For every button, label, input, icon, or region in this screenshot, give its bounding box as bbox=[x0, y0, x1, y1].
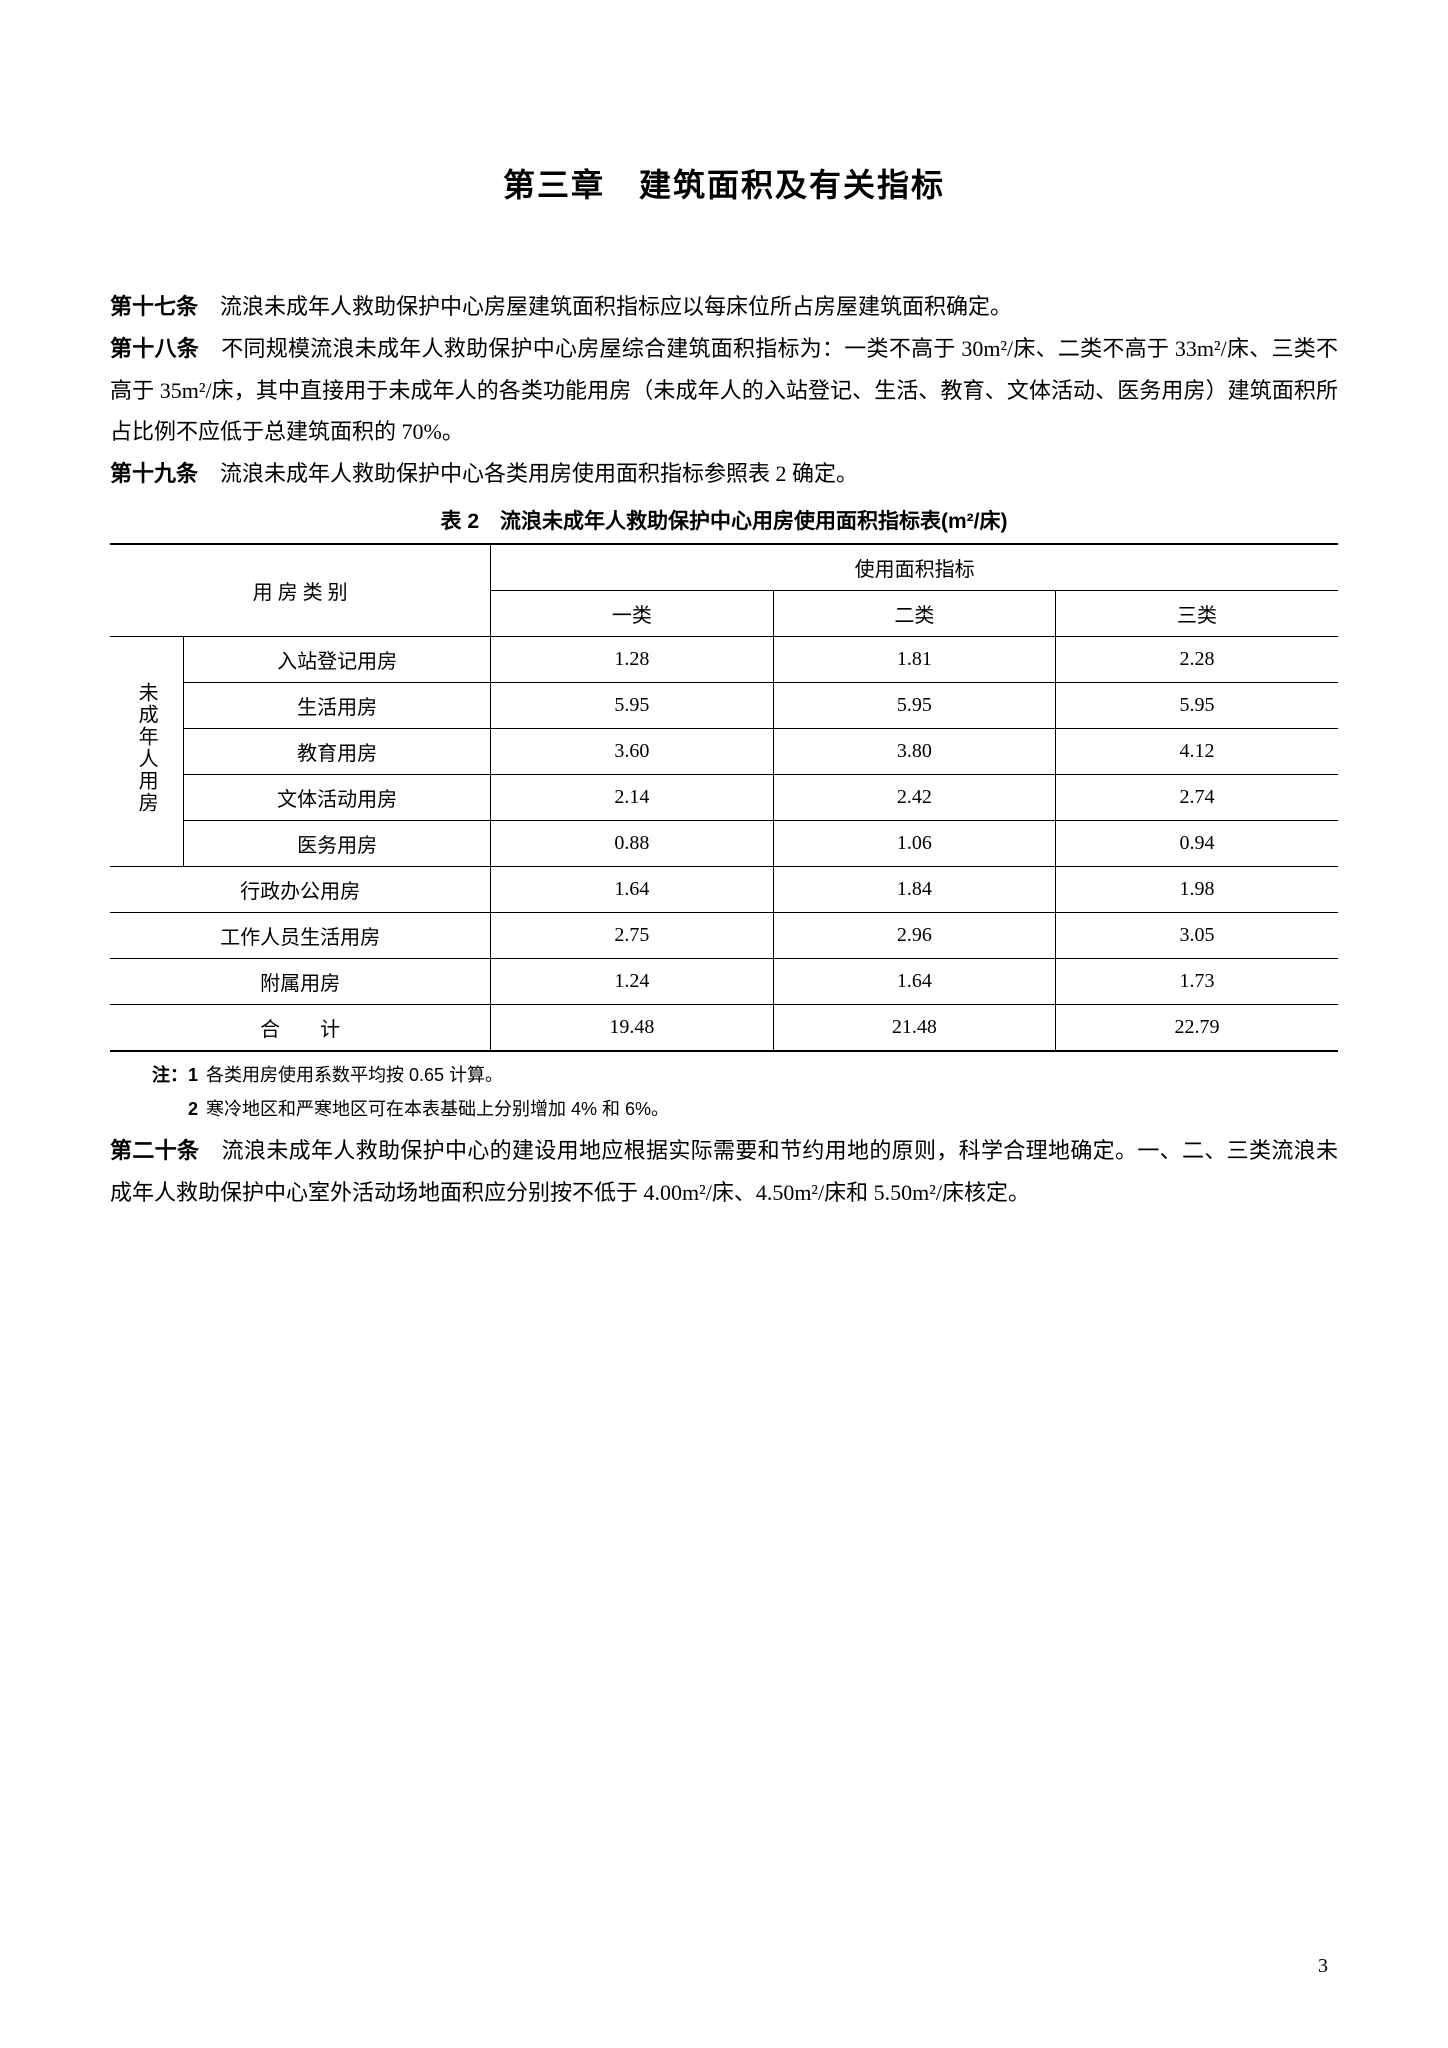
table-row: 附属用房 1.24 1.64 1.73 bbox=[110, 958, 1338, 1004]
area-table: 用 房 类 别 使用面积指标 一类 二类 三类 未成年人用房 入站登记用房 1.… bbox=[110, 543, 1338, 1052]
group-minors: 未成年人用房 bbox=[110, 636, 184, 866]
note-2-head: 2 bbox=[150, 1092, 198, 1126]
table-row: 未成年人用房 入站登记用房 1.28 1.81 2.28 bbox=[110, 636, 1338, 682]
table-row: 用 房 类 别 使用面积指标 bbox=[110, 545, 1338, 591]
cell-val: 2.14 bbox=[491, 774, 773, 820]
cell-val: 3.60 bbox=[491, 728, 773, 774]
article-20: 第二十条 流浪未成年人救助保护中心的建设用地应根据实际需要和节约用地的原则，科学… bbox=[110, 1130, 1338, 1214]
cell-val: 5.95 bbox=[773, 682, 1055, 728]
cell-val: 2.42 bbox=[773, 774, 1055, 820]
article-20-text: 流浪未成年人救助保护中心的建设用地应根据实际需要和节约用地的原则，科学合理地确定… bbox=[110, 1138, 1338, 1205]
cell-val: 2.28 bbox=[1056, 636, 1338, 682]
cell-val: 4.12 bbox=[1056, 728, 1338, 774]
cell-val: 1.98 bbox=[1056, 866, 1338, 912]
cell-val: 21.48 bbox=[773, 1004, 1055, 1050]
cell-name: 附属用房 bbox=[110, 958, 491, 1004]
cell-val: 0.88 bbox=[491, 820, 773, 866]
table-row: 行政办公用房 1.64 1.84 1.98 bbox=[110, 866, 1338, 912]
cell-name: 工作人员生活用房 bbox=[110, 912, 491, 958]
table-row: 教育用房 3.60 3.80 4.12 bbox=[110, 728, 1338, 774]
header-col-3: 三类 bbox=[1056, 590, 1338, 636]
header-area-index: 使用面积指标 bbox=[491, 545, 1338, 591]
cell-val: 2.75 bbox=[491, 912, 773, 958]
header-col-2: 二类 bbox=[773, 590, 1055, 636]
article-18-label: 第十八条 bbox=[110, 336, 199, 361]
table-row-total: 合 计 19.48 21.48 22.79 bbox=[110, 1004, 1338, 1050]
cell-name: 文体活动用房 bbox=[184, 774, 491, 820]
table-row: 医务用房 0.88 1.06 0.94 bbox=[110, 820, 1338, 866]
cell-name: 入站登记用房 bbox=[184, 636, 491, 682]
note-2: 2 寒冷地区和严寒地区可在本表基础上分别增加 4% 和 6%。 bbox=[150, 1092, 1338, 1126]
article-17: 第十七条 流浪未成年人救助保护中心房屋建筑面积指标应以每床位所占房屋建筑面积确定… bbox=[110, 286, 1338, 328]
cell-val: 1.81 bbox=[773, 636, 1055, 682]
cell-name: 医务用房 bbox=[184, 820, 491, 866]
note-2-text: 寒冷地区和严寒地区可在本表基础上分别增加 4% 和 6%。 bbox=[206, 1092, 669, 1126]
cell-val: 1.64 bbox=[491, 866, 773, 912]
article-18-text: 不同规模流浪未成年人救助保护中心房屋综合建筑面积指标为：一类不高于 30m²/床… bbox=[110, 336, 1338, 445]
table-row: 文体活动用房 2.14 2.42 2.74 bbox=[110, 774, 1338, 820]
header-col-1: 一类 bbox=[491, 590, 773, 636]
chapter-title: 第三章 建筑面积及有关指标 bbox=[110, 160, 1338, 206]
cell-val: 2.96 bbox=[773, 912, 1055, 958]
header-room-type: 用 房 类 别 bbox=[110, 545, 491, 637]
article-17-text: 流浪未成年人救助保护中心房屋建筑面积指标应以每床位所占房屋建筑面积确定。 bbox=[198, 294, 1012, 319]
table-row: 生活用房 5.95 5.95 5.95 bbox=[110, 682, 1338, 728]
note-1-head: 注：1 bbox=[150, 1058, 198, 1092]
note-1: 注：1 各类用房使用系数平均按 0.65 计算。 bbox=[150, 1058, 1338, 1092]
article-18: 第十八条 不同规模流浪未成年人救助保护中心房屋综合建筑面积指标为：一类不高于 3… bbox=[110, 328, 1338, 453]
cell-val: 5.95 bbox=[1056, 682, 1338, 728]
article-20-label: 第二十条 bbox=[110, 1138, 199, 1163]
cell-val: 2.74 bbox=[1056, 774, 1338, 820]
cell-val: 22.79 bbox=[1056, 1004, 1338, 1050]
cell-val: 1.06 bbox=[773, 820, 1055, 866]
page-number: 3 bbox=[1318, 1955, 1328, 1978]
article-19-label: 第十九条 bbox=[110, 461, 198, 486]
cell-val: 1.64 bbox=[773, 958, 1055, 1004]
cell-val: 1.24 bbox=[491, 958, 773, 1004]
article-19-text: 流浪未成年人救助保护中心各类用房使用面积指标参照表 2 确定。 bbox=[198, 461, 858, 486]
note-1-text: 各类用房使用系数平均按 0.65 计算。 bbox=[206, 1058, 503, 1092]
cell-val: 0.94 bbox=[1056, 820, 1338, 866]
table-notes: 注：1 各类用房使用系数平均按 0.65 计算。 2 寒冷地区和严寒地区可在本表… bbox=[110, 1058, 1338, 1126]
table-caption: 表 2 流浪未成年人救助保护中心用房使用面积指标表(m²/床) bbox=[110, 505, 1338, 535]
cell-val: 1.84 bbox=[773, 866, 1055, 912]
cell-val: 3.80 bbox=[773, 728, 1055, 774]
article-19: 第十九条 流浪未成年人救助保护中心各类用房使用面积指标参照表 2 确定。 bbox=[110, 453, 1338, 495]
cell-name: 合 计 bbox=[110, 1004, 491, 1050]
cell-val: 5.95 bbox=[491, 682, 773, 728]
cell-val: 1.28 bbox=[491, 636, 773, 682]
table-row: 工作人员生活用房 2.75 2.96 3.05 bbox=[110, 912, 1338, 958]
article-17-label: 第十七条 bbox=[110, 294, 198, 319]
cell-val: 3.05 bbox=[1056, 912, 1338, 958]
cell-val: 19.48 bbox=[491, 1004, 773, 1050]
cell-name: 生活用房 bbox=[184, 682, 491, 728]
cell-name: 教育用房 bbox=[184, 728, 491, 774]
cell-val: 1.73 bbox=[1056, 958, 1338, 1004]
cell-name: 行政办公用房 bbox=[110, 866, 491, 912]
